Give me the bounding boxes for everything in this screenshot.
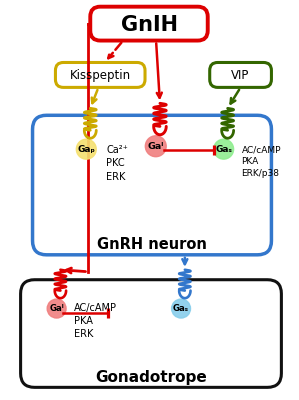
Circle shape (145, 136, 166, 157)
Text: VIP: VIP (231, 70, 250, 82)
FancyBboxPatch shape (21, 280, 281, 387)
Text: Gaᴵ: Gaᴵ (49, 304, 64, 313)
Text: GnRH neuron: GnRH neuron (97, 237, 207, 252)
Circle shape (214, 139, 234, 159)
Text: Gonadotrope: Gonadotrope (95, 370, 207, 385)
Text: Ca²⁺
PKC
ERK: Ca²⁺ PKC ERK (106, 145, 128, 182)
Text: Gaₚ: Gaₚ (77, 145, 95, 154)
Text: Gaₛ: Gaₛ (215, 145, 232, 154)
Text: Kisspeptin: Kisspeptin (70, 70, 131, 82)
FancyBboxPatch shape (210, 62, 271, 87)
FancyBboxPatch shape (55, 62, 145, 87)
FancyBboxPatch shape (33, 115, 271, 255)
Circle shape (47, 299, 66, 318)
Text: AC/cAMP
PKA
ERK: AC/cAMP PKA ERK (74, 302, 117, 339)
Text: AC/cAMP
PKA
ERK/p38: AC/cAMP PKA ERK/p38 (242, 145, 281, 178)
Circle shape (172, 299, 190, 318)
Text: GnIH: GnIH (120, 15, 178, 35)
Text: Gaᴵ: Gaᴵ (148, 142, 164, 151)
Text: Gaₛ: Gaₛ (173, 304, 189, 313)
Circle shape (76, 139, 96, 159)
FancyBboxPatch shape (90, 7, 208, 40)
